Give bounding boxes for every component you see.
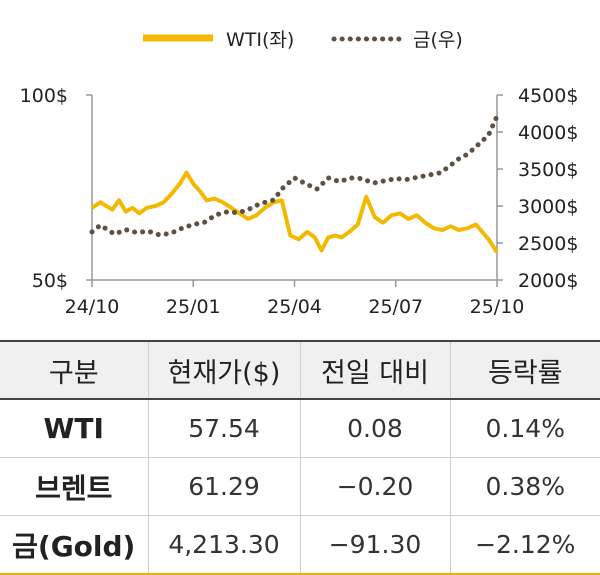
current-price-cell: 57.54 (147, 399, 300, 458)
table-header-row: 구분 현재가($) 전일 대비 등락률 (0, 340, 600, 400)
row-label: 브렌트 (0, 457, 148, 516)
daily-change-cell: −91.30 (299, 515, 450, 575)
wti-price-line (90, 170, 499, 254)
right-y-tick-label: 3000$ (518, 196, 578, 218)
x-tick-label: 25/01 (166, 296, 221, 318)
legend-wti-label: WTI(좌) (226, 29, 294, 51)
current-price-cell: 61.29 (147, 457, 300, 516)
gold-price-line (89, 113, 500, 238)
header-category: 구분 (0, 340, 148, 400)
right-y-tick-label: 2500$ (518, 233, 578, 255)
axis-ticks: 24/10 25/01 25/04 25/07 25/10 100$ 50$ 4500$ 400… (20, 85, 579, 318)
right-y-tick-label: 3500$ (518, 159, 578, 181)
current-price-cell: 4,213.30 (147, 515, 300, 575)
x-tick-label: 25/04 (267, 296, 322, 318)
left-y-tick-label: 100$ (20, 85, 68, 107)
table-row: 금(Gold) 4,213.30 −91.30 −2.12% (0, 515, 600, 575)
header-daily-change: 전일 대비 (299, 340, 450, 400)
row-label: WTI (0, 399, 148, 458)
left-y-tick-label: 50$ (32, 270, 68, 292)
right-y-tick-label: 2000$ (518, 270, 578, 292)
header-change-rate: 등락률 (449, 340, 600, 400)
right-y-tick-label: 4000$ (518, 122, 578, 144)
table-row: 브렌트 61.29 −0.20 0.38% (0, 457, 600, 516)
series-layer (89, 113, 500, 254)
price-table: 구분 현재가($) 전일 대비 등락률 WTI 57.54 0.08 0.14%… (0, 340, 600, 575)
x-tick-label: 25/10 (470, 296, 525, 318)
change-rate-cell: 0.38% (449, 457, 600, 516)
x-tick-label: 25/07 (368, 296, 423, 318)
row-label: 금(Gold) (0, 515, 148, 575)
daily-change-cell: −0.20 (299, 457, 450, 516)
oil-gold-price-chart: WTI(좌) 금(우) 24/10 25/01 25/04 25/07 25/10 100… (20, 29, 579, 318)
chart-legend: WTI(좌) 금(우) (143, 29, 463, 51)
change-rate-cell: −2.12% (449, 515, 600, 575)
right-y-tick-label: 4500$ (518, 85, 578, 107)
daily-change-cell: 0.08 (299, 399, 450, 458)
x-tick-label: 24/10 (65, 296, 120, 318)
table-row: WTI 57.54 0.08 0.14% (0, 399, 600, 458)
legend-gold-label: 금(우) (413, 29, 463, 51)
change-rate-cell: 0.14% (449, 399, 600, 458)
header-current-price: 현재가($) (147, 340, 300, 400)
